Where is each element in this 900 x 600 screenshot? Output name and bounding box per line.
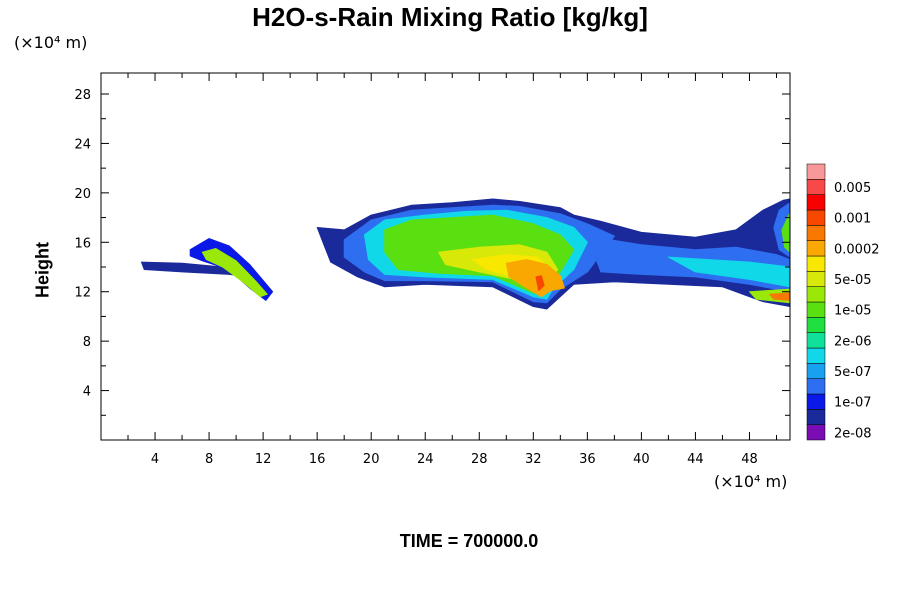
y-tick-label: 24 — [74, 137, 91, 152]
x-tick-label: 40 — [633, 452, 650, 467]
legend-swatch — [806, 347, 826, 364]
legend-swatch — [806, 163, 826, 180]
contour-regions — [141, 198, 790, 310]
legend-swatch — [806, 225, 826, 241]
x-tick-label: 8 — [205, 452, 213, 467]
chart-title: H2O-s-Rain Mixing Ratio [kg/kg] — [252, 2, 648, 32]
legend-label: 2e-06 — [834, 334, 872, 349]
y-tick-label: 20 — [74, 187, 91, 202]
x-tick-label: 28 — [471, 452, 488, 467]
contour-right-cyan — [667, 256, 790, 288]
x-tick-label: 48 — [741, 452, 758, 467]
color-legend: 2e-08 1e-07 5e-07 2e-06 1e-05 5e-05 0.0002 0.00… — [806, 163, 880, 441]
y-axis-unit-label: (×10⁴ m) — [14, 33, 88, 52]
legend-swatch — [806, 332, 826, 349]
legend-swatch — [806, 317, 826, 333]
legend-swatch — [806, 378, 826, 395]
legend-swatch — [806, 271, 826, 287]
legend-swatch — [806, 409, 826, 425]
contour-right-low-core — [769, 292, 790, 301]
legend-label: 0.001 — [834, 212, 871, 227]
legend-label: 1e-07 — [834, 396, 872, 411]
x-tick-label: 36 — [579, 452, 596, 467]
x-tick-label: 20 — [363, 452, 380, 467]
legend-swatch — [806, 255, 826, 272]
legend-swatch — [806, 424, 826, 441]
legend-swatch — [806, 240, 826, 257]
x-tick-label: 24 — [417, 452, 434, 467]
y-tick-label: 8 — [83, 335, 91, 350]
legend-swatch — [806, 286, 826, 303]
legend-swatch — [806, 301, 826, 318]
contour-main-red — [535, 275, 545, 291]
time-label: TIME = 700000.0 — [399, 531, 539, 551]
contour-main-orange — [505, 259, 565, 298]
legend-swatch — [806, 363, 826, 379]
plot-frame — [100, 72, 791, 441]
x-tick-label: 32 — [525, 452, 542, 467]
legend-label: 5e-05 — [834, 273, 872, 288]
legend-label: 0.0002 — [834, 242, 880, 257]
legend-swatch — [806, 179, 826, 195]
x-axis-unit-label: (×10⁴ m) — [714, 472, 788, 491]
legend-label: 2e-08 — [834, 426, 872, 441]
legend-swatch — [806, 194, 826, 211]
y-tick-label: 28 — [74, 88, 91, 103]
legend-label: 0.005 — [834, 181, 871, 196]
x-tick-label: 16 — [309, 452, 326, 467]
legend-label: 1e-05 — [834, 304, 872, 319]
legend-label: 5e-07 — [834, 365, 872, 380]
y-tick-label: 4 — [83, 385, 91, 400]
x-tick-label: 44 — [687, 452, 704, 467]
x-tick-label: 4 — [151, 452, 159, 467]
legend-swatch — [806, 209, 826, 226]
y-tick-label: 12 — [74, 286, 91, 301]
contour-left-cell-core — [201, 248, 268, 298]
y-tick-label: 16 — [74, 236, 91, 251]
x-tick-label: 12 — [255, 452, 272, 467]
legend-swatch — [806, 393, 826, 410]
